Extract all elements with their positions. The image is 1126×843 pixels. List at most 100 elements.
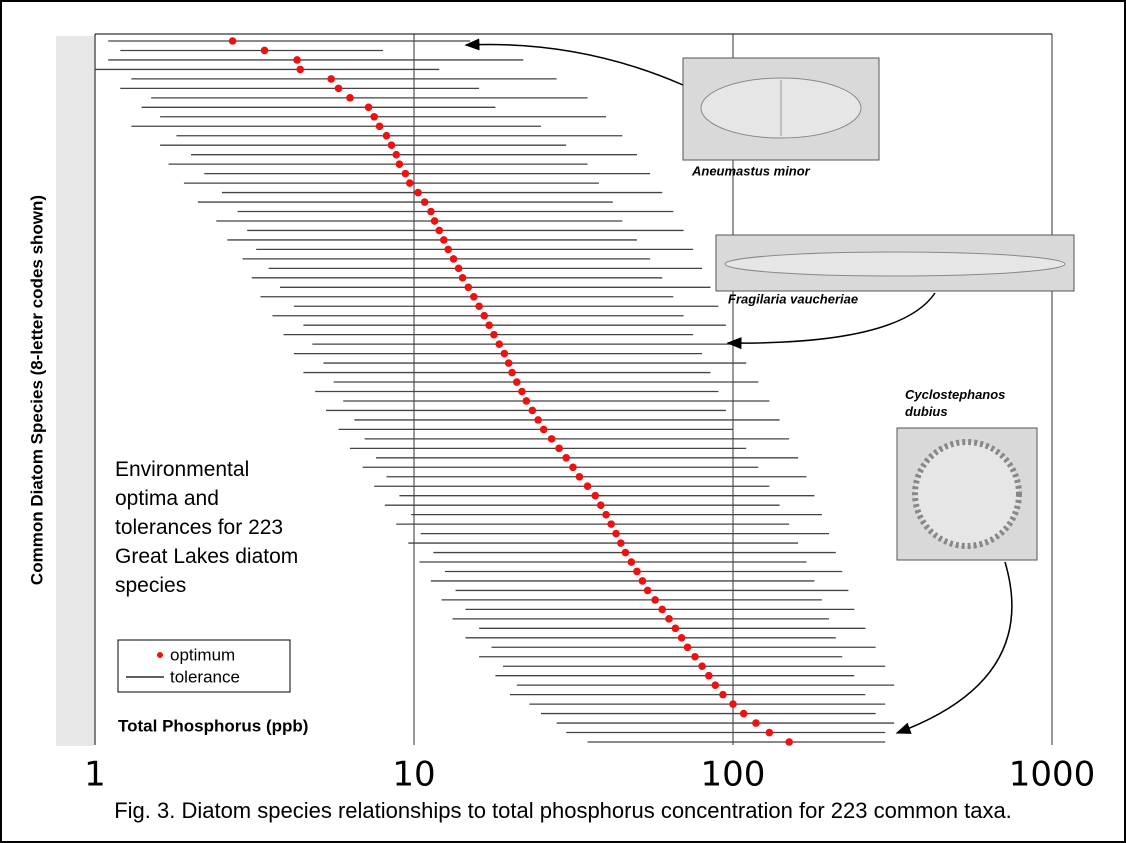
optimum-point	[658, 605, 667, 614]
optimum-point	[785, 738, 793, 746]
optimum-point	[485, 321, 493, 329]
optimum-point	[671, 624, 680, 633]
optimum-point	[430, 217, 439, 225]
optimum-point	[495, 340, 504, 348]
optimum-point	[395, 160, 404, 168]
optimum-point	[729, 700, 737, 708]
optimum-point	[651, 596, 659, 604]
optimum-point	[547, 435, 556, 443]
x-tick-label: 10	[392, 755, 435, 795]
optimum-point	[504, 359, 513, 367]
optimum-point	[643, 586, 652, 595]
legend-items: optimum tolerance	[126, 645, 240, 686]
optimum-point	[435, 226, 444, 235]
optimum-point	[414, 188, 422, 197]
optimum-point	[583, 482, 592, 491]
caption: Fig. 3. Diatom species relationships to …	[114, 798, 1012, 823]
optimum-point	[346, 94, 354, 102]
optimum-point	[719, 690, 727, 699]
x-tick-label: 1000	[1009, 755, 1096, 795]
optimum-point	[691, 652, 699, 661]
optimum-point	[401, 169, 410, 178]
optimum-point	[575, 472, 584, 481]
optimum-point	[569, 463, 577, 472]
optimum-point	[562, 454, 571, 462]
legend	[117, 639, 291, 693]
image-label-line: dubius	[905, 404, 948, 419]
optimum-point	[387, 141, 396, 150]
optimum-point	[752, 719, 760, 727]
specimen-shape	[912, 439, 1022, 549]
optimum-point	[500, 349, 509, 358]
optimum-point	[370, 112, 378, 121]
optimum-point	[665, 615, 673, 623]
optimum-point	[512, 378, 521, 386]
optimum-point	[765, 728, 774, 737]
optimum-point	[375, 122, 384, 131]
optimum-point	[627, 558, 636, 566]
x-tick-label: 1	[84, 755, 106, 795]
optimum-point	[739, 709, 748, 718]
optimum-point	[382, 131, 391, 140]
optimum-point	[334, 84, 343, 93]
arrow	[464, 38, 684, 86]
optimum-point	[621, 548, 630, 557]
image-label: Cyclostephanos dubius	[905, 387, 1005, 419]
optimum-point	[454, 264, 463, 273]
optimum-point	[711, 681, 720, 689]
optimum-point	[596, 501, 605, 509]
legend-label: tolerance	[170, 667, 240, 686]
optimum-point	[444, 245, 452, 254]
optimum-point	[228, 37, 237, 45]
y-axis-label: Common Diatom Species (8-letter codes sh…	[27, 195, 46, 585]
annotation: Environmental optima and tolerances for …	[115, 458, 299, 597]
optimum-point	[440, 236, 448, 244]
optimum-point	[534, 416, 542, 424]
specimen-shape	[724, 251, 1066, 277]
optimum-point	[420, 198, 429, 206]
optimum-point	[293, 56, 301, 64]
optimum-point	[508, 368, 516, 377]
optimum-point	[633, 567, 641, 576]
optimum-point	[518, 387, 526, 396]
annotation-text: Environmental optima and tolerances for …	[115, 458, 299, 597]
optimum-point	[683, 643, 692, 652]
optimum-point	[705, 671, 713, 680]
optimum-point	[449, 255, 458, 263]
legend-label: optimum	[170, 645, 235, 664]
optimum-point	[470, 292, 478, 301]
optimum-point	[591, 491, 600, 500]
optimum-point	[602, 510, 610, 519]
optimum-point	[522, 397, 531, 405]
optimum-point	[607, 520, 615, 528]
optimum-point	[405, 179, 414, 187]
optimum-point	[555, 444, 563, 453]
optimum-point	[364, 103, 373, 112]
optimum-point	[528, 406, 537, 415]
optimum-point	[475, 302, 483, 311]
optimum-point	[490, 330, 498, 339]
optimum-point	[458, 274, 467, 282]
optimum-point	[698, 662, 706, 671]
optimum-point	[539, 425, 548, 434]
optimum-point	[480, 311, 489, 320]
optimum-point	[260, 46, 269, 55]
image-label: Aneumastus minor	[691, 163, 811, 178]
x-tick-label: 100	[701, 755, 766, 795]
x-axis-label: Total Phosphorus (ppb)	[118, 716, 308, 735]
optimum-point	[464, 283, 473, 292]
legend-swatch	[157, 652, 163, 658]
arrow	[726, 292, 936, 350]
species-codes	[56, 36, 94, 746]
optimum-point	[638, 577, 647, 585]
optimum-point	[427, 207, 435, 216]
image-label-line: Cyclostephanos	[905, 387, 1005, 402]
optimum-point	[677, 633, 686, 642]
optimum-point	[612, 529, 620, 538]
optimum-point	[617, 539, 625, 547]
image-label: Fragilaria vaucheriae	[728, 291, 858, 306]
optimum-point	[296, 65, 305, 74]
arrow	[895, 561, 1013, 734]
